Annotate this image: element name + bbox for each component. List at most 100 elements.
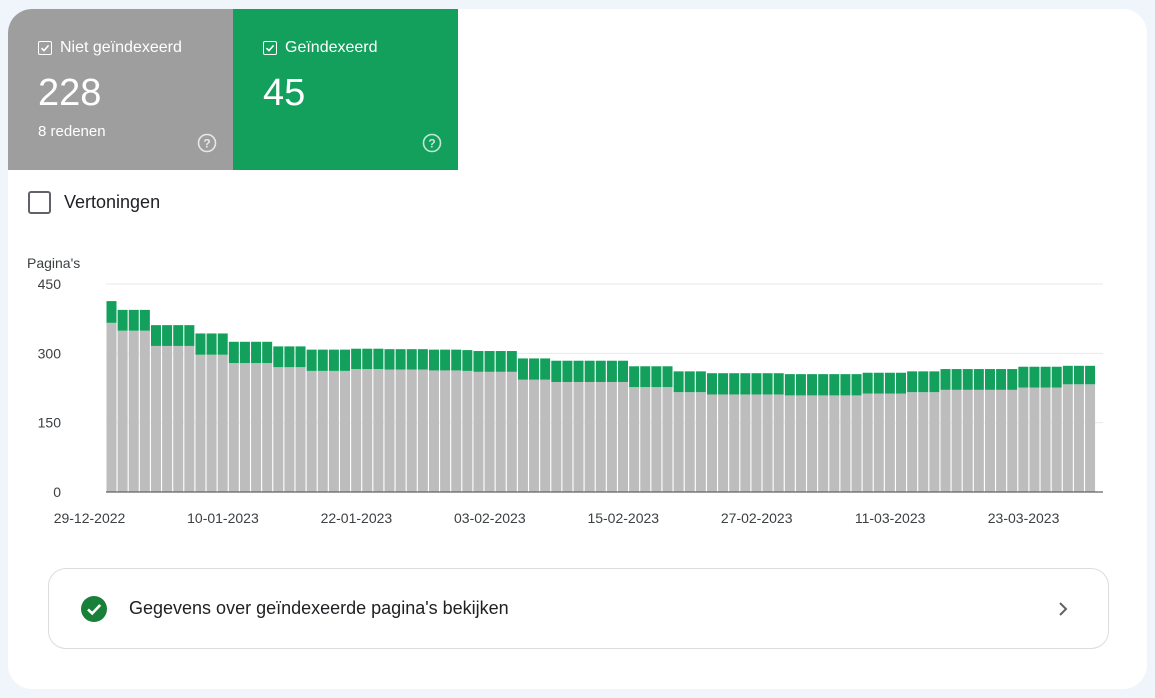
bar-not-indexed	[428, 370, 439, 492]
bar-not-indexed	[551, 381, 562, 492]
x-tick-label: 15-02-2023	[587, 510, 659, 526]
bar-indexed	[506, 351, 517, 372]
bar-not-indexed	[662, 387, 673, 492]
bar-indexed	[606, 360, 617, 382]
bar-indexed	[595, 360, 606, 382]
y-tick-label: 0	[53, 484, 61, 500]
bar-indexed	[529, 358, 540, 380]
svg-text:?: ?	[203, 136, 210, 150]
bar-not-indexed	[896, 393, 907, 492]
y-axis-label: Pagina's	[27, 255, 80, 271]
not-indexed-label: Niet geïndexeerd	[60, 39, 182, 56]
bar-not-indexed	[940, 389, 951, 492]
bar-indexed	[684, 371, 695, 393]
bar-indexed	[462, 350, 473, 371]
bar-not-indexed	[851, 395, 862, 492]
chevron-right-icon	[1059, 602, 1068, 616]
bar-not-indexed	[239, 363, 250, 492]
bar-not-indexed	[451, 370, 462, 492]
bar-indexed	[106, 301, 117, 323]
not-indexed-checkbox[interactable]	[38, 41, 52, 55]
bar-not-indexed	[395, 369, 406, 492]
bar-not-indexed	[417, 369, 428, 492]
bar-indexed	[328, 349, 339, 371]
bar-not-indexed	[973, 389, 984, 492]
bar-not-indexed	[751, 394, 762, 492]
not-indexed-tile[interactable]: Niet geïndexeerd 228 8 redenen ?	[8, 9, 233, 170]
bar-indexed	[384, 349, 395, 370]
svg-text:?: ?	[428, 136, 435, 150]
bar-not-indexed	[195, 354, 206, 492]
bar-not-indexed	[128, 330, 139, 492]
bar-indexed	[695, 371, 706, 393]
bar-not-indexed	[373, 369, 384, 492]
bar-indexed	[317, 349, 328, 371]
bar-indexed	[706, 373, 717, 395]
bar-indexed	[551, 360, 562, 382]
bar-indexed	[395, 349, 406, 370]
bar-not-indexed	[762, 394, 773, 492]
indexed-tile[interactable]: Geïndexeerd 45 ?	[233, 9, 458, 170]
bar-not-indexed	[584, 381, 595, 492]
x-tick-label: 03-02-2023	[454, 510, 526, 526]
bar-indexed	[262, 341, 273, 364]
bar-indexed	[150, 325, 161, 346]
indexed-checkbox[interactable]	[263, 41, 277, 55]
bar-indexed	[884, 372, 895, 394]
bar-indexed	[417, 349, 428, 370]
bar-indexed	[117, 309, 128, 331]
bar-not-indexed	[1051, 387, 1062, 492]
bar-not-indexed	[328, 370, 339, 492]
bar-indexed	[284, 346, 295, 368]
bar-not-indexed	[929, 392, 940, 492]
bar-not-indexed	[1062, 384, 1073, 492]
bar-not-indexed	[962, 389, 973, 492]
bar-not-indexed	[984, 389, 995, 492]
bar-not-indexed	[651, 387, 662, 492]
bar-indexed	[473, 351, 484, 372]
bar-not-indexed	[384, 369, 395, 492]
bar-indexed	[1040, 366, 1051, 388]
bar-not-indexed	[1007, 389, 1018, 492]
pages-chart: Pagina's 0 150 300 450 29-12-2022 10-01-2023 22…	[27, 255, 1103, 526]
bar-not-indexed	[684, 392, 695, 492]
bar-indexed	[540, 358, 551, 380]
bar-not-indexed	[162, 345, 173, 492]
bar-indexed	[1085, 365, 1096, 385]
bar-not-indexed	[150, 345, 161, 492]
bar-not-indexed	[807, 395, 818, 492]
impressions-toggle[interactable]: Vertoningen	[28, 191, 160, 214]
x-tick-label: 22-01-2023	[321, 510, 393, 526]
bar-not-indexed	[829, 395, 840, 492]
bar-not-indexed	[462, 370, 473, 492]
help-icon[interactable]: ?	[197, 133, 217, 153]
bar-indexed	[629, 366, 640, 388]
bar-indexed	[996, 369, 1007, 390]
bar-not-indexed	[706, 394, 717, 492]
bar-indexed	[773, 373, 784, 395]
bar-indexed	[295, 346, 306, 368]
bar-indexed	[351, 348, 362, 370]
help-icon[interactable]: ?	[422, 133, 442, 153]
impressions-checkbox[interactable]	[28, 191, 51, 214]
bar-indexed	[406, 349, 417, 370]
bar-indexed	[618, 360, 629, 382]
y-tick-label: 300	[38, 345, 62, 361]
bar-not-indexed	[918, 392, 929, 492]
bar-not-indexed	[996, 389, 1007, 492]
bar-not-indexed	[673, 392, 684, 492]
bar-not-indexed	[317, 370, 328, 492]
bar-not-indexed	[217, 354, 228, 492]
bar-not-indexed	[251, 363, 262, 492]
view-indexed-pages-link[interactable]: Gegevens over geïndexeerde pagina's beki…	[48, 568, 1109, 649]
bar-indexed	[829, 374, 840, 396]
impressions-label: Vertoningen	[64, 192, 161, 212]
indexed-label: Geïndexeerd	[285, 39, 378, 56]
x-tick-label: 10-01-2023	[187, 510, 259, 526]
bar-not-indexed	[529, 379, 540, 492]
bar-indexed	[484, 351, 495, 372]
bar-indexed	[818, 374, 829, 396]
bar-not-indexed	[340, 370, 351, 492]
bar-not-indexed	[1085, 384, 1096, 492]
bar-not-indexed	[951, 389, 962, 492]
